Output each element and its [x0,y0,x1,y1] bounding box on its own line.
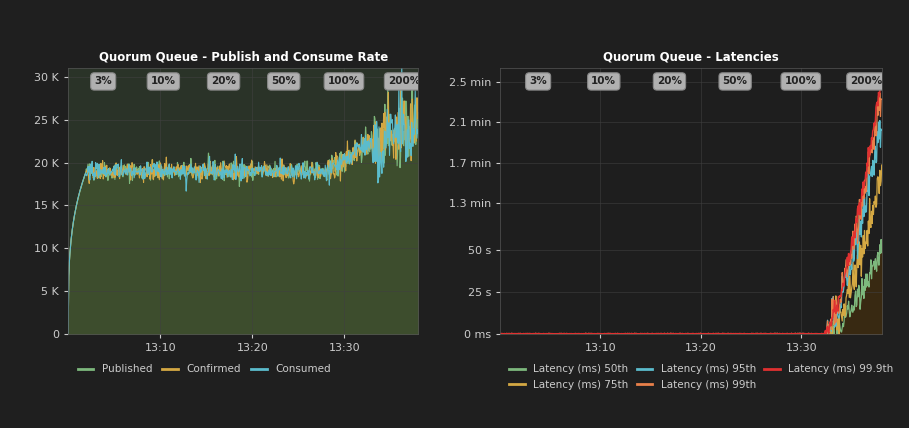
Text: 50%: 50% [271,77,296,86]
Text: 200%: 200% [850,77,883,86]
Text: 100%: 100% [784,77,817,86]
Title: Quorum Queue - Latencies: Quorum Queue - Latencies [603,50,779,63]
Text: 20%: 20% [657,77,682,86]
Text: 10%: 10% [591,77,616,86]
Legend: Latency (ms) 50th, Latency (ms) 75th, Latency (ms) 95th, Latency (ms) 99th, Late: Latency (ms) 50th, Latency (ms) 75th, La… [505,360,898,394]
Legend: Published, Confirmed, Consumed: Published, Confirmed, Consumed [74,360,335,379]
Text: 20%: 20% [211,77,236,86]
Text: 200%: 200% [388,77,420,86]
Text: 3%: 3% [95,77,112,86]
Text: 10%: 10% [151,77,175,86]
Text: 3%: 3% [529,77,547,86]
Text: 50%: 50% [723,77,747,86]
Text: 100%: 100% [328,77,360,86]
Title: Quorum Queue - Publish and Consume Rate: Quorum Queue - Publish and Consume Rate [98,50,388,63]
